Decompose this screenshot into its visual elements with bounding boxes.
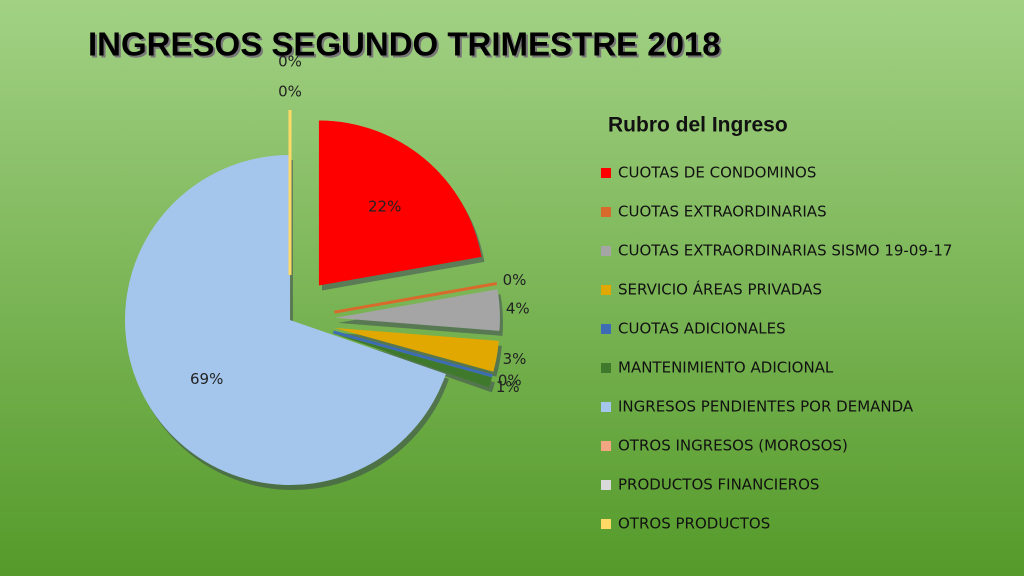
legend-label: CUOTAS EXTRAORDINARIAS [618,203,827,221]
data-label: 3% [503,350,527,368]
pie-slice [334,289,500,331]
legend-swatch [601,441,611,451]
legend-swatch [601,324,611,334]
data-label: 0% [498,371,522,389]
legend-swatch [601,519,611,529]
legend-label: CUOTAS ADICIONALES [618,320,786,338]
pie-slice [332,333,493,388]
data-label: 4% [506,300,530,318]
legend-label: PRODUCTOS FINANCIEROS [618,476,819,494]
legend-label: SERVICIO ÁREAS PRIVADAS [618,280,822,299]
legend-swatch [601,168,611,178]
legend-label: CUOTAS EXTRAORDINARIAS SISMO 19-09-17 [618,242,952,260]
data-label: 69% [190,370,223,388]
pie-slice [334,327,499,372]
legend-label: CUOTAS DE CONDOMINOS [618,164,816,182]
legend-swatch [601,363,611,373]
legend-label: OTROS PRODUCTOS [618,515,770,533]
legend-swatch [601,246,611,256]
legend-swatch [601,207,611,217]
title-shadow: INGRESOS SEGUNDO TRIMESTRE 2018 [90,28,723,65]
data-label: 1% [496,378,520,396]
legend-swatch [601,285,611,295]
data-label: 0% [278,53,302,71]
legend-label: OTROS INGRESOS (MOROSOS) [618,437,848,455]
pie-slice [318,120,482,286]
pie-slice [125,155,446,485]
legend-swatch [601,402,611,412]
data-label: 22% [368,198,401,216]
data-label: 0% [278,83,302,101]
legend-label: INGRESOS PENDIENTES POR DEMANDA [618,398,914,416]
legend-title: Rubro del Ingreso [608,114,788,137]
legend-label: MANTENIMIENTO ADICIONAL [618,359,834,377]
chart-title: INGRESOS SEGUNDO TRIMESTRE 2018 [88,26,721,63]
data-label: 0% [503,271,527,289]
legend-swatch [601,480,611,490]
